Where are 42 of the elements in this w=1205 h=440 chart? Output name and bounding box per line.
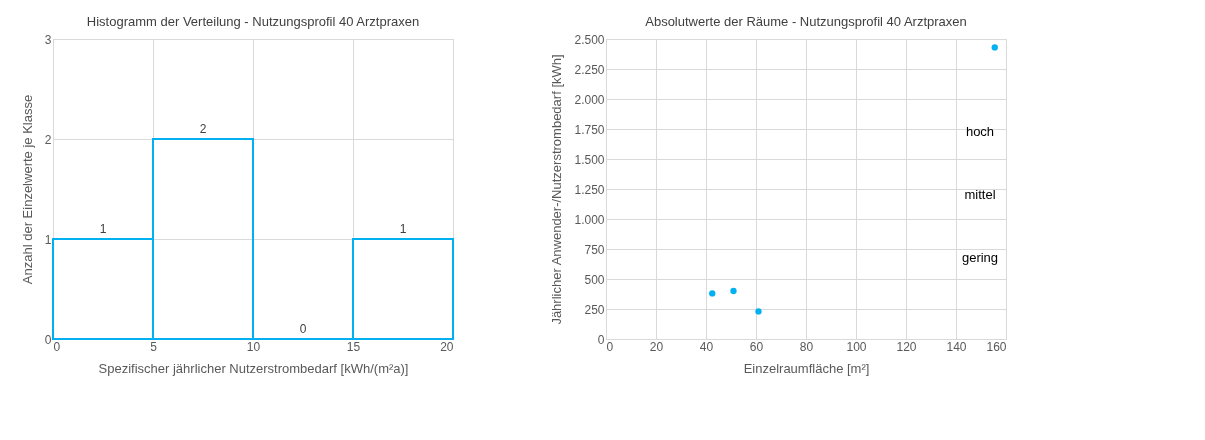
y-axis-title: Jährlicher Anwender-/Nutzerstrombedarf [kWh] — [549, 54, 565, 325]
x-tick-label: 15 — [346, 339, 361, 354]
x-tick-label: 120 — [896, 339, 917, 354]
x-axis-title: Einzelraumfläche [m²] — [743, 360, 870, 376]
y-tick-label: 3 — [44, 32, 52, 47]
y-tick-label: 1.000 — [574, 212, 605, 227]
x-tick-label: 80 — [799, 339, 814, 354]
chart-title: Absolutwerte der Räume - Nutzungsprofil 40 Arztpraxen — [645, 14, 967, 29]
x-tick-label: 10 — [246, 339, 261, 354]
x-tick-label: 5 — [150, 339, 158, 354]
x-tick-label: 40 — [699, 339, 714, 354]
data-label: 1 — [399, 222, 407, 236]
y-tick-label: 750 — [584, 242, 605, 257]
point — [730, 287, 737, 295]
point — [755, 308, 762, 315]
x-tick-label: 60 — [749, 339, 764, 354]
y-tick-label: 1.250 — [574, 182, 605, 197]
y-tick-label: 1.500 — [574, 152, 605, 167]
y-tick-label: 1 — [44, 232, 52, 247]
point — [991, 44, 998, 51]
x-tick-label: 20 — [649, 339, 664, 354]
point — [709, 290, 716, 297]
x-tick-label: 20 — [440, 339, 454, 354]
y-axis-title: Anzahl der Einzelwerte je Klasse — [19, 94, 35, 285]
y-tick-label: 2.250 — [574, 62, 605, 77]
y-tick-label: 2.500 — [574, 32, 605, 47]
x-tick-label: 160 — [986, 339, 1007, 354]
y-tick-label: 500 — [584, 272, 605, 287]
data-label: 0 — [299, 322, 307, 336]
x-tick-label: 140 — [946, 339, 967, 354]
y-tick-label: 1.750 — [574, 122, 605, 137]
data-label: 1 — [99, 222, 107, 236]
annotation: gering — [961, 250, 999, 265]
x-tick-label: 100 — [846, 339, 867, 354]
y-tick-label: 2 — [44, 132, 52, 147]
chart-title: Histogramm der Verteilung - Nutzungsprofil 40 Arztpraxen — [86, 14, 420, 29]
data-label: 2 — [199, 122, 207, 136]
annotation: hoch — [965, 124, 995, 139]
x-axis-title: Spezifischer jährlicher Nutzerstrombedarf [kWh/(m²a)] — [98, 360, 409, 376]
y-tick-label: 2.000 — [574, 92, 605, 107]
y-tick-label: 250 — [584, 302, 605, 317]
annotation: mittel — [964, 187, 996, 202]
